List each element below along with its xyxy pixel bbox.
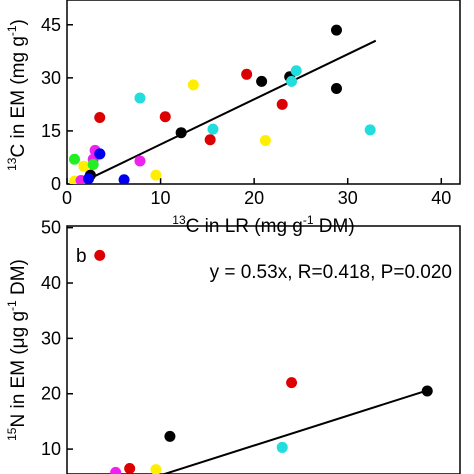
panel-label: b: [76, 246, 87, 267]
data-point: [421, 385, 433, 397]
data-point: [256, 75, 268, 87]
data-point: [68, 153, 80, 165]
data-point: [150, 169, 162, 181]
y-axis-title: 15N in EM (μg g-1 DM): [5, 259, 29, 441]
data-point: [187, 79, 199, 91]
fit-line: [85, 39, 377, 182]
data-point: [78, 160, 90, 172]
data-point: [286, 75, 298, 87]
marks: [94, 249, 433, 474]
data-point: [94, 111, 106, 123]
data-point: [94, 148, 106, 160]
data-point: [330, 82, 342, 94]
data-point: [241, 68, 253, 80]
fit-line: [161, 389, 428, 474]
regression-annotation: y = 0.53x, R=0.418, P=0.020: [210, 262, 452, 283]
data-point: [330, 24, 342, 36]
data-point: [150, 464, 162, 474]
x-tick-label: 20: [244, 188, 264, 208]
y-tick-label: 45: [41, 15, 61, 35]
panel-a: 0 15 30 45 0 10 20 30 40 13C in LR (mg g-1 DM) 13C…: [5, 0, 461, 237]
data-point: [159, 111, 171, 123]
data-point: [134, 155, 146, 167]
data-point: [175, 127, 187, 139]
data-point: [276, 441, 288, 453]
x-tick-label: 0: [62, 188, 72, 208]
y-tick-label: 30: [41, 328, 61, 348]
marks: [68, 24, 377, 184]
panel-b: 10 20 30 40 50 15N in EM (μg g-1 DM) b y = 0.53…: [5, 218, 461, 474]
data-point: [110, 466, 122, 474]
data-point: [286, 377, 298, 389]
x-axis-title: 13C in LR (mg g-1 DM): [172, 213, 354, 237]
y-tick-label: 20: [41, 384, 61, 404]
y-tick-label: 10: [41, 439, 61, 459]
plot-frame: [66, 0, 461, 185]
data-point: [207, 123, 219, 135]
data-point: [118, 174, 130, 184]
y-tick-label: 15: [41, 121, 61, 141]
data-point: [134, 92, 146, 104]
data-point: [204, 134, 216, 146]
data-point: [83, 173, 95, 184]
data-point: [87, 159, 99, 171]
data-point: [290, 65, 302, 77]
data-point: [276, 98, 288, 110]
data-point: [259, 134, 271, 146]
data-point: [364, 124, 376, 136]
x-tick-label: 10: [151, 188, 171, 208]
data-point: [164, 430, 176, 442]
plot-frame: [66, 225, 461, 474]
data-point: [94, 249, 106, 261]
y-tick-label: 0: [51, 174, 61, 194]
y-tick-label: 40: [41, 273, 61, 293]
y-tick-label: 30: [41, 68, 61, 88]
data-point: [124, 462, 136, 474]
x-tick-label: 30: [338, 188, 358, 208]
y-axis-title: 13C in EM (mg g-1): [5, 19, 29, 171]
x-tick-label: 40: [431, 188, 451, 208]
y-tick-label: 50: [41, 218, 61, 238]
